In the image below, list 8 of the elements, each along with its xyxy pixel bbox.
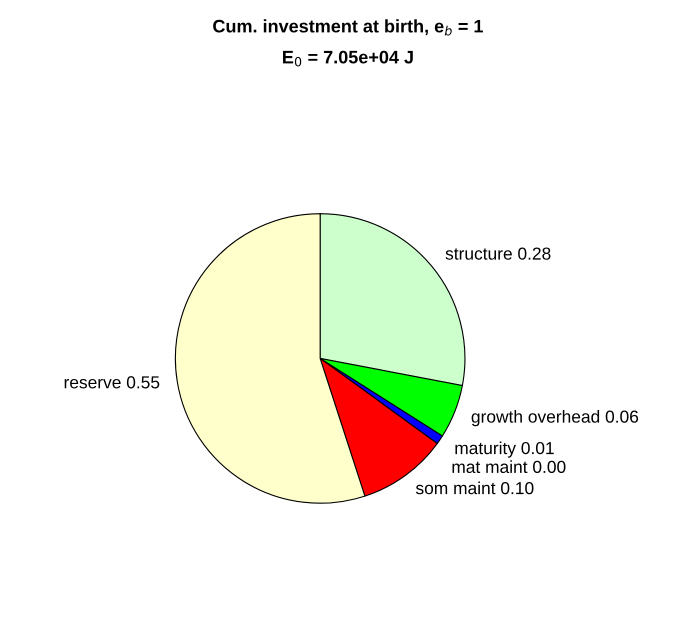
slice-label: structure 0.28	[446, 247, 550, 260]
slice-label: som maint 0.10	[416, 482, 534, 494]
slice-label: maturity 0.01	[455, 441, 554, 458]
slice-label: reserve 0.55	[64, 376, 160, 388]
chart-subtitle: E$_{0}$ = 7.05e+04 J	[283, 50, 413, 66]
chart-title: Cum. investment at birth, e$_{b}$ = 1	[213, 19, 483, 36]
category-label: mat maint 0.00	[452, 460, 566, 474]
slice-label: growth overhead 0.06	[472, 410, 638, 426]
